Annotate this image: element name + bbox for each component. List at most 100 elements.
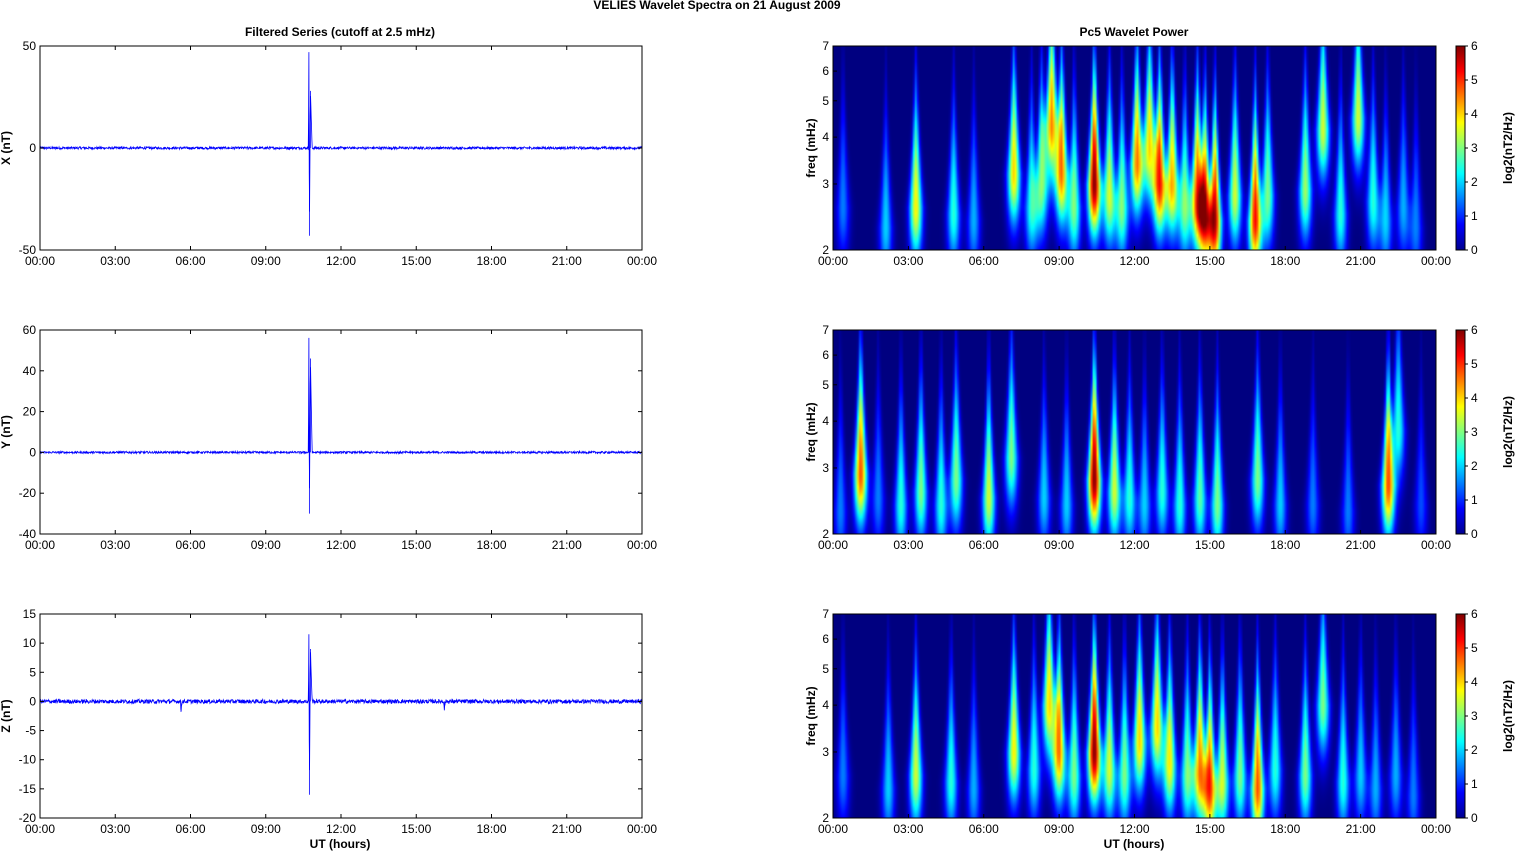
x-tick-label: 06:00 bbox=[969, 822, 999, 836]
y-tick-label: 4 bbox=[822, 698, 829, 712]
x-tick-label: 18:00 bbox=[476, 822, 506, 836]
y-tick-label: 10 bbox=[23, 636, 37, 650]
x-tick-label: 06:00 bbox=[175, 822, 205, 836]
x-tick-label: 12:00 bbox=[326, 254, 356, 268]
y-tick-label: -5 bbox=[25, 724, 36, 738]
x-tick-label: 21:00 bbox=[1346, 538, 1376, 552]
x-tick-label: 06:00 bbox=[969, 254, 999, 268]
spectrogram-image bbox=[833, 46, 1436, 250]
x-tick-label: 03:00 bbox=[100, 538, 130, 552]
x-tick-label: 09:00 bbox=[1044, 254, 1074, 268]
colorbar-tick-label: 3 bbox=[1471, 425, 1478, 439]
y-tick-label: 5 bbox=[822, 662, 829, 676]
series-line bbox=[39, 634, 643, 795]
x-tick-label: 21:00 bbox=[552, 254, 582, 268]
y-tick-label: 3 bbox=[822, 177, 829, 191]
x-tick-label: 12:00 bbox=[326, 822, 356, 836]
y-tick-label: 5 bbox=[822, 94, 829, 108]
x-tick-label: 06:00 bbox=[175, 538, 205, 552]
y-tick-label: 15 bbox=[23, 607, 37, 621]
y-tick-label: 6 bbox=[822, 64, 829, 78]
colorbar-tick-label: 6 bbox=[1471, 39, 1478, 53]
x-tick-label: 09:00 bbox=[251, 254, 281, 268]
colorbar-tick-label: 5 bbox=[1471, 73, 1478, 87]
y-tick-label: 2 bbox=[822, 527, 829, 541]
plot-area bbox=[40, 330, 642, 534]
left-column-title: Filtered Series (cutoff at 2.5 mHz) bbox=[245, 25, 435, 39]
colorbar-tick-label: 3 bbox=[1471, 141, 1478, 155]
x-tick-label: 15:00 bbox=[401, 822, 431, 836]
x-tick-label: 06:00 bbox=[969, 538, 999, 552]
colorbar-tick-label: 0 bbox=[1471, 527, 1478, 541]
y-tick-label: 6 bbox=[822, 348, 829, 362]
colorbar-tick-label: 3 bbox=[1471, 709, 1478, 723]
colorbar-tick-label: 2 bbox=[1471, 743, 1478, 757]
colorbar-label: log2(nT2/Hz) bbox=[1501, 112, 1515, 184]
colorbar-tick-label: 2 bbox=[1471, 459, 1478, 473]
series-line bbox=[39, 337, 643, 514]
colorbar-tick-label: 1 bbox=[1471, 777, 1478, 791]
y-tick-label: 5 bbox=[29, 665, 36, 679]
x-tick-label: 09:00 bbox=[251, 538, 281, 552]
x-tick-label: 21:00 bbox=[552, 538, 582, 552]
y-tick-label: 0 bbox=[29, 141, 36, 155]
y-tick-label: -40 bbox=[19, 527, 37, 541]
y-tick-label: 5 bbox=[822, 378, 829, 392]
y-tick-label: 3 bbox=[822, 461, 829, 475]
right-column-title: Pc5 Wavelet Power bbox=[1080, 25, 1189, 39]
y-tick-label: 7 bbox=[822, 39, 829, 53]
y-tick-label: 7 bbox=[822, 323, 829, 337]
x-tick-label: 21:00 bbox=[552, 822, 582, 836]
colorbar-tick-label: 4 bbox=[1471, 107, 1478, 121]
x-tick-label: 18:00 bbox=[1270, 822, 1300, 836]
line-panel-z: -20 -15 -10 -5 0 5 10 15 00:00 03:00 06:00 09:00 12:… bbox=[0, 607, 657, 836]
x-tick-label: 15:00 bbox=[401, 538, 431, 552]
y-tick-label: 4 bbox=[822, 130, 829, 144]
y-axis-label: Z (nT) bbox=[0, 699, 13, 732]
plot-area bbox=[40, 614, 642, 818]
y-tick-label: 4 bbox=[822, 414, 829, 428]
y-tick-label: 0 bbox=[29, 445, 36, 459]
x-tick-label: 03:00 bbox=[893, 822, 923, 836]
colorbar bbox=[1455, 45, 1466, 251]
spectrogram-panel-x: 2 3 4 5 6 7 00:00 03:00 06:00 09:00 12:00 15:00 18:0… bbox=[804, 39, 1515, 268]
colorbar-tick-label: 4 bbox=[1471, 675, 1478, 689]
series-line bbox=[39, 52, 643, 236]
line-panel-x: -50 0 50 00:00 03:00 06:00 09:00 12:00 15:00 18:0… bbox=[0, 39, 657, 268]
x-tick-label: 09:00 bbox=[1044, 822, 1074, 836]
x-tick-label: 00:00 bbox=[627, 538, 657, 552]
right-xlabel: UT (hours) bbox=[1104, 837, 1165, 851]
y-tick-label: -20 bbox=[19, 811, 37, 825]
x-tick-label: 21:00 bbox=[1346, 822, 1376, 836]
y-tick-label: -20 bbox=[19, 486, 37, 500]
spectrogram-image bbox=[833, 614, 1436, 818]
colorbar-tick-label: 4 bbox=[1471, 391, 1478, 405]
x-tick-label: 00:00 bbox=[627, 822, 657, 836]
y-tick-label: 7 bbox=[822, 607, 829, 621]
x-tick-label: 03:00 bbox=[100, 822, 130, 836]
y-tick-label: 40 bbox=[23, 364, 37, 378]
x-tick-label: 00:00 bbox=[1421, 538, 1451, 552]
x-tick-label: 00:00 bbox=[627, 254, 657, 268]
x-tick-label: 00:00 bbox=[25, 822, 55, 836]
colorbar-tick-label: 1 bbox=[1471, 209, 1478, 223]
y-tick-label: 6 bbox=[822, 632, 829, 646]
line-panel-y: -40 -20 0 20 40 60 00:00 03:00 06:00 09:00 12:00 15… bbox=[0, 323, 657, 552]
y-tick-label: 2 bbox=[822, 811, 829, 825]
colorbar-tick-label: 6 bbox=[1471, 607, 1478, 621]
y-tick-label: -10 bbox=[19, 753, 37, 767]
x-tick-label: 15:00 bbox=[1195, 254, 1225, 268]
colorbar-label: log2(nT2/Hz) bbox=[1501, 680, 1515, 752]
left-xlabel: UT (hours) bbox=[310, 837, 371, 851]
x-tick-label: 09:00 bbox=[1044, 538, 1074, 552]
y-axis-label: freq (mHz) bbox=[804, 686, 818, 745]
y-axis-label: freq (mHz) bbox=[804, 402, 818, 461]
x-tick-label: 09:00 bbox=[251, 822, 281, 836]
x-tick-label: 21:00 bbox=[1346, 254, 1376, 268]
x-tick-label: 03:00 bbox=[893, 254, 923, 268]
y-tick-label: 60 bbox=[23, 323, 37, 337]
x-tick-label: 00:00 bbox=[1421, 254, 1451, 268]
colorbar-tick-label: 5 bbox=[1471, 641, 1478, 655]
x-tick-label: 00:00 bbox=[25, 538, 55, 552]
